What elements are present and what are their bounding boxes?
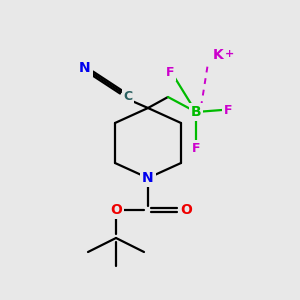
Text: N: N: [79, 61, 91, 75]
Text: N: N: [142, 171, 154, 185]
Text: O: O: [110, 203, 122, 217]
Text: F: F: [166, 67, 174, 80]
Text: C: C: [123, 91, 133, 103]
Text: K: K: [213, 48, 224, 62]
Text: O: O: [180, 203, 192, 217]
Text: F: F: [224, 103, 232, 116]
Text: +: +: [224, 49, 234, 59]
Text: F: F: [192, 142, 200, 154]
Text: B: B: [191, 105, 201, 119]
